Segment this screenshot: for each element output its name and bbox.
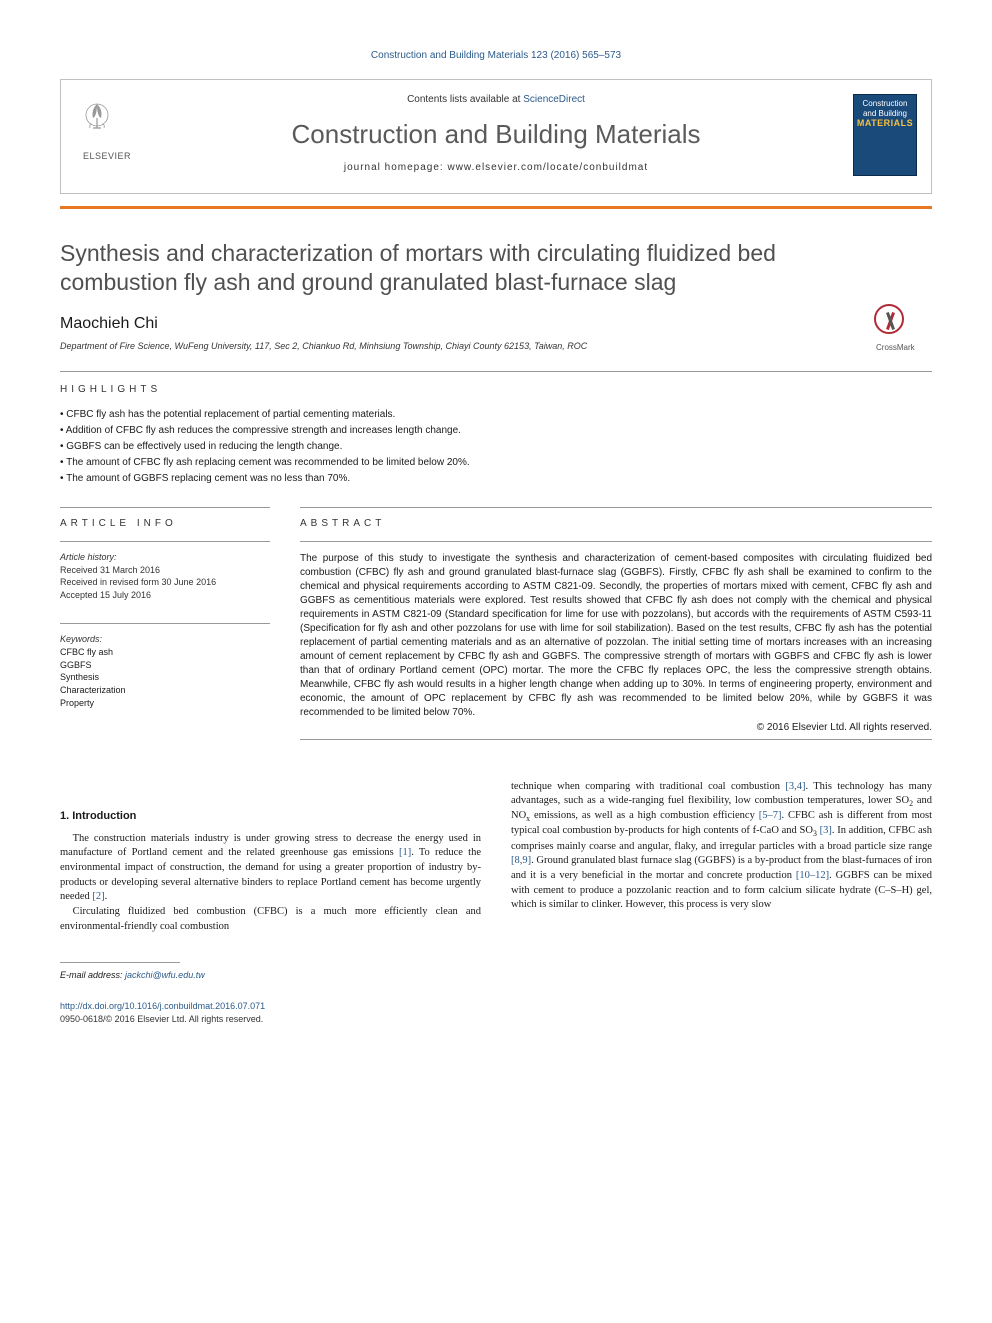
email-label: E-mail address: — [60, 970, 125, 980]
crossmark-icon — [874, 304, 904, 334]
abstract-column: abstract The purpose of this study to in… — [300, 507, 932, 750]
abstract-copyright: © 2016 Elsevier Ltd. All rights reserved… — [300, 722, 932, 733]
highlights-label: highlights — [60, 384, 932, 395]
ref-link[interactable]: [2] — [92, 891, 104, 902]
keywords-head: Keywords: — [60, 634, 270, 644]
highlight-item: Addition of CFBC fly ash reduces the com… — [60, 423, 932, 439]
header-citation: Construction and Building Materials 123 … — [60, 50, 932, 61]
history-received: Received 31 March 2016 — [60, 564, 270, 577]
body-span: Circulating fluidized bed combustion (CF… — [60, 906, 481, 932]
crossmark-label: CrossMark — [876, 343, 915, 352]
highlights-list: CFBC fly ash has the potential replaceme… — [60, 407, 932, 487]
cover-line-1: Construction — [854, 99, 916, 109]
ref-link[interactable]: [10–12] — [796, 870, 829, 881]
footer-block: E-mail address: jackchi@wfu.edu.tw http:… — [60, 962, 481, 1025]
ref-link[interactable]: [1] — [399, 847, 411, 858]
contents-line: Contents lists available at ScienceDirec… — [81, 94, 911, 105]
cover-line-2: and Building — [854, 109, 916, 119]
doi-link[interactable]: http://dx.doi.org/10.1016/j.conbuildmat.… — [60, 1001, 265, 1011]
highlight-item: CFBC fly ash has the potential replaceme… — [60, 407, 932, 423]
ref-link[interactable]: [3] — [820, 825, 832, 836]
elsevier-logo: ELSEVIER — [75, 98, 139, 168]
crossmark-badge[interactable]: CrossMark — [874, 304, 932, 344]
ref-link[interactable]: [5–7] — [759, 810, 782, 821]
section-heading-introduction: 1. Introduction — [60, 810, 481, 822]
highlight-item: The amount of CFBC fly ash replacing cem… — [60, 455, 932, 471]
history-head: Article history: — [60, 552, 270, 562]
author-affiliation: Department of Fire Science, WuFeng Unive… — [60, 341, 932, 351]
sciencedirect-link[interactable]: ScienceDirect — [523, 94, 585, 105]
keyword-item: Synthesis — [60, 671, 270, 684]
publisher-label: ELSEVIER — [75, 151, 139, 161]
homepage-url[interactable]: www.elsevier.com/locate/conbuildmat — [447, 162, 648, 173]
highlight-item: The amount of GGBFS replacing cement was… — [60, 471, 932, 487]
article-info-column: article info Article history: Received 3… — [60, 507, 270, 750]
journal-cover-thumbnail: Construction and Building MATERIALS — [853, 94, 917, 176]
ref-link[interactable]: [8,9] — [511, 855, 531, 866]
homepage-line: journal homepage: www.elsevier.com/locat… — [81, 162, 911, 173]
homepage-prefix: journal homepage: — [344, 162, 448, 173]
author-name: Maochieh Chi — [60, 315, 932, 333]
keyword-item: Property — [60, 697, 270, 710]
body-span: technique when comparing with traditiona… — [511, 781, 785, 792]
keyword-item: CFBC fly ash — [60, 646, 270, 659]
keyword-item: GGBFS — [60, 659, 270, 672]
body-span: . — [105, 891, 108, 902]
article-info-label: article info — [60, 518, 270, 529]
issn-line: 0950-0618/© 2016 Elsevier Ltd. All right… — [60, 1013, 481, 1026]
keyword-item: Characterization — [60, 684, 270, 697]
ref-link[interactable]: [3,4] — [785, 781, 805, 792]
cover-line-3: MATERIALS — [854, 118, 916, 128]
contents-prefix: Contents lists available at — [407, 94, 523, 105]
abstract-label: abstract — [300, 518, 932, 529]
accent-bar — [60, 206, 932, 209]
article-title: Synthesis and characterization of mortar… — [60, 239, 932, 297]
email-link[interactable]: jackchi@wfu.edu.tw — [125, 970, 205, 980]
history-revised: Received in revised form 30 June 2016 — [60, 576, 270, 589]
abstract-text: The purpose of this study to investigate… — [300, 552, 932, 720]
body-span: emissions, as well as a high combustion … — [530, 810, 759, 821]
history-accepted: Accepted 15 July 2016 — [60, 589, 270, 602]
journal-title: Construction and Building Materials — [81, 119, 911, 150]
highlight-item: GGBFS can be effectively used in reducin… — [60, 439, 932, 455]
journal-header-box: ELSEVIER Construction and Building MATER… — [60, 79, 932, 194]
